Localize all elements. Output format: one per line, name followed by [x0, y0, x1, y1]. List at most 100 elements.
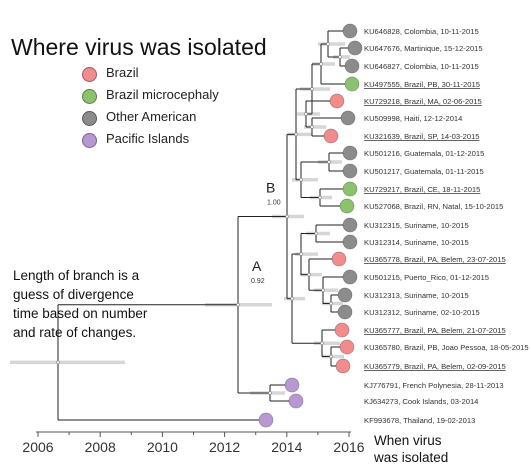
leaf-label: KU321639, Brazil, SP, 14-03-2015	[364, 132, 480, 141]
leaf-label: KU647676, Martinique, 15-12-2015	[364, 44, 483, 53]
legend-swatch-brazil	[82, 67, 97, 82]
leaf-label: KU365778, Brazil, PA, Belem, 23-07-2015	[364, 255, 506, 264]
node-label-b: B	[266, 180, 275, 196]
legend-swatch-brazil-microcephaly	[82, 89, 97, 104]
leaf-marker-other	[342, 145, 358, 161]
internal-node	[329, 301, 333, 306]
internal-node	[326, 42, 330, 46]
internal-node	[314, 231, 318, 236]
internal-node	[319, 62, 323, 66]
leaf-label: KU312312, Suriname, 02-10-2015	[364, 308, 480, 317]
internal-node	[310, 125, 314, 129]
internal-node	[299, 252, 303, 256]
leaf-markers	[258, 23, 363, 428]
node-support-a: 0.92	[251, 278, 265, 285]
leaf-label: KU365777, Brazil, PA, Belem, 21-07-2015	[364, 326, 506, 335]
internal-node	[294, 132, 298, 137]
note-line: guess of divergence	[13, 287, 134, 302]
axis-tick-label: 2014	[271, 439, 302, 455]
leaf-marker-other	[342, 23, 358, 39]
axis-caption-line: was isolated	[374, 450, 449, 465]
leaf-label: KU646828, Colombia, 10-11-2015	[364, 27, 479, 36]
internal-node	[285, 214, 289, 219]
page-title: Where virus was isolated	[11, 34, 267, 60]
leaf-label: KU312315, Suriname, 10-2015	[364, 221, 469, 230]
leaf-marker-other	[342, 269, 358, 285]
leaf-label: KU312313, Suriname, 10-2015	[364, 291, 469, 300]
leaf-marker-microcephaly	[344, 76, 360, 92]
branch-length-note: Length of branch is a guess of divergenc…	[13, 266, 223, 342]
leaf-marker-other	[340, 110, 356, 126]
leaf-marker-other	[337, 287, 353, 303]
internal-node	[329, 354, 333, 359]
internal-node	[307, 272, 311, 277]
axis-tick-label: 2010	[147, 439, 178, 455]
leaf-label: KU729217, Brazil, CE, 18-11-2015	[364, 185, 480, 194]
axis-tick-label: 2008	[85, 439, 116, 455]
legend-label-brazil-microcephaly: Brazil microcephaly	[106, 87, 219, 102]
node-label-a: A	[252, 258, 262, 274]
note-line: and rate of changes.	[13, 325, 137, 340]
internal-node	[318, 195, 322, 200]
time-axis: 2006 2008 2010 2012 2014 2016	[22, 431, 365, 455]
node-labels: A 0.92 B 1.00	[251, 180, 281, 285]
internal-node	[310, 87, 314, 91]
leaf-marker-brazil	[334, 322, 350, 338]
leaf-labels: KU646828, Colombia, 10-11-2015 KU647676, …	[364, 27, 529, 425]
internal-node	[304, 112, 308, 116]
node-support-b: 1.00	[267, 200, 281, 207]
leaf-label: KU646827, Colombia, 10-11-2015	[364, 62, 479, 71]
leaf-marker-brazil	[339, 339, 355, 355]
leaf-label: KJ634273, Cook Islands, 03-2014	[364, 397, 478, 406]
leaf-marker-pacific	[284, 377, 300, 393]
internal-node	[321, 288, 325, 292]
leaf-label: KF993678, Thailand, 19-02-2013	[364, 416, 475, 425]
internal-node	[236, 303, 240, 307]
leaf-label: KU501215, Puerto_Rico, 01-12-2015	[364, 273, 489, 282]
leaf-marker-microcephaly	[339, 198, 355, 214]
note-line: time based on number	[13, 306, 148, 321]
leaf-label: KJ776791, French Polynesia, 28-11-2013	[364, 381, 504, 390]
leaf-marker-brazil	[329, 93, 345, 109]
internal-node	[299, 178, 303, 182]
leaf-marker-other	[347, 40, 363, 56]
internal-node	[327, 160, 331, 164]
leaf-label: KU365779, Brazil, PA, Belem, 02-09-2015	[364, 362, 506, 371]
internal-node	[320, 341, 324, 345]
leaf-marker-brazil	[323, 128, 339, 144]
leaf-marker-pacific	[258, 412, 274, 428]
leaf-label: KU729218, Brazil, MA, 02-06-2015	[364, 97, 482, 106]
leaf-marker-other	[337, 304, 353, 320]
leaf-label: KU312314, Suriname, 10-2015	[364, 238, 469, 247]
leaf-label: KU497555, Brazil, PB, 30-11-2015	[364, 80, 480, 89]
leaf-label: KU501217, Guatemala, 01-11-2015	[364, 167, 484, 176]
axis-tick-label: 2006	[22, 439, 53, 455]
leaf-marker-pacific	[288, 393, 304, 409]
leaf-marker-other	[342, 217, 358, 233]
legend-label-brazil: Brazil	[106, 65, 139, 80]
internal-node	[290, 296, 294, 301]
note-line: Length of branch is a	[13, 268, 140, 283]
legend-swatch-other-american	[82, 111, 97, 126]
leaf-label: KU365780, Brazil, PB, Joao Pessoa, 18-05…	[364, 343, 529, 352]
internal-node	[56, 360, 60, 365]
axis-caption-line: When virus	[374, 433, 442, 448]
leaf-label: KU527068, Brazil, RN, Natal, 15-10-2015	[364, 202, 503, 211]
leaf-marker-brazil	[331, 251, 347, 267]
leaf-marker-other	[342, 163, 358, 179]
internal-node	[338, 55, 342, 59]
legend-label-pacific-islands: Pacific Islands	[106, 131, 190, 146]
leaf-marker-microcephaly	[342, 181, 358, 197]
axis-tick-label: 2012	[209, 439, 240, 455]
leaf-marker-brazil	[335, 358, 351, 374]
axis-tick-label: 2016	[333, 439, 364, 455]
leaf-marker-other	[342, 234, 358, 250]
axis-caption: When virus was isolated	[374, 432, 448, 466]
internal-node	[268, 391, 272, 395]
leaf-label: KU509998, Haiti, 12-12-2014	[364, 114, 462, 123]
legend-label-other-american: Other American	[106, 109, 197, 124]
leaf-marker-other	[344, 58, 360, 74]
legend-swatch-pacific-islands	[82, 133, 97, 148]
leaf-label: KU501216, Guatemala, 01-12-2015	[364, 149, 484, 158]
